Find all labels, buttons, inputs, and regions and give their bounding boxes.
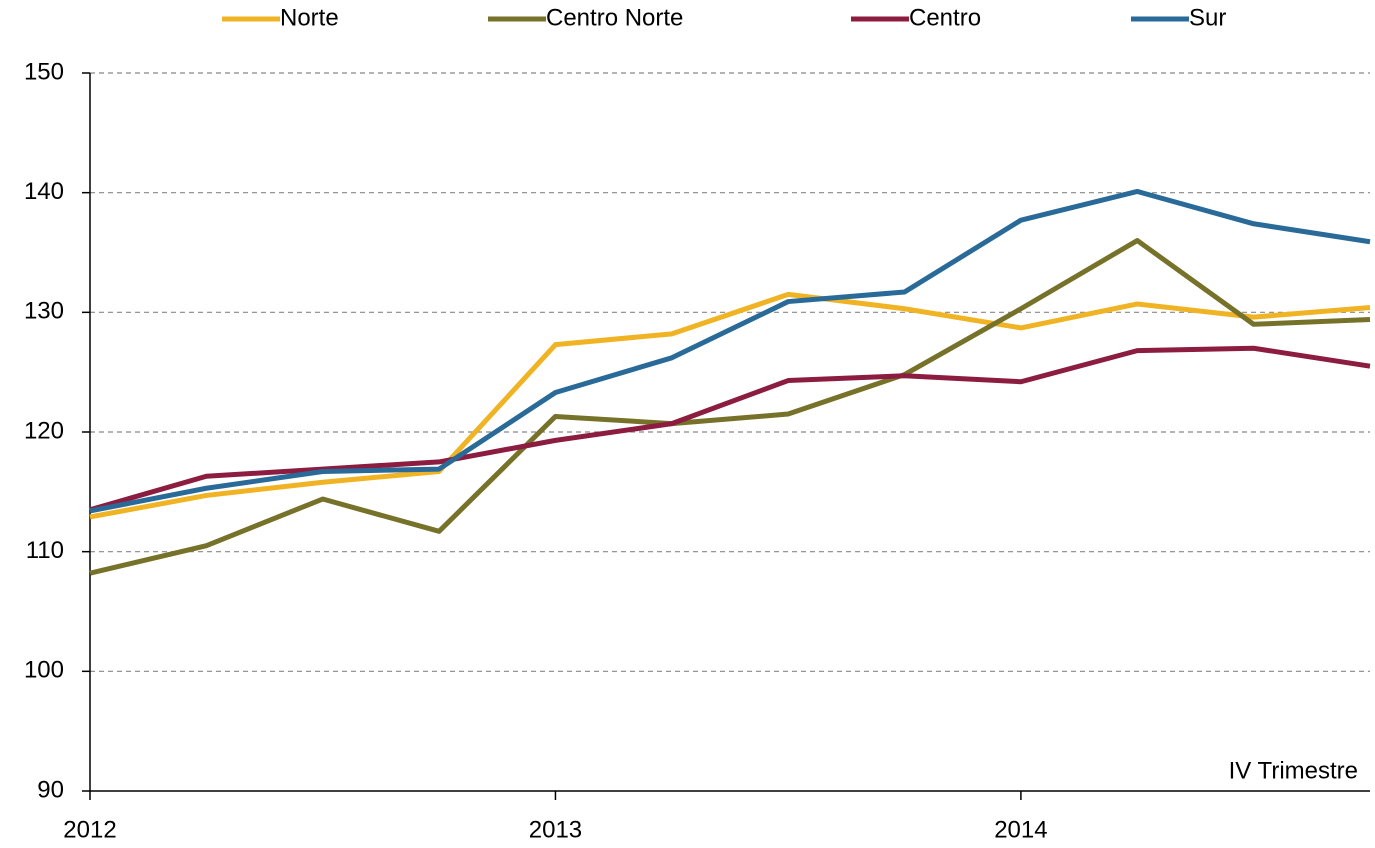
legend-label: Norte [280,4,339,31]
series-line [89,188,1371,514]
y-tick-label: 90 [37,776,64,803]
y-tick-label: 130 [24,298,64,325]
annotation: IV Trimestre [1229,757,1358,784]
legend-label: Sur [1189,4,1226,31]
y-tick-label: 110 [26,537,64,564]
legend-label: Centro [909,4,981,31]
series-line [89,345,1371,513]
y-tick-label: 150 [24,58,64,85]
legend-label: Centro Norte [546,4,683,31]
x-tick-label: 2012 [63,816,116,843]
y-tick-label: 120 [24,417,64,444]
x-tick-label: 2014 [994,816,1047,843]
y-tick-label: 140 [24,178,64,205]
series-line [89,291,1371,520]
series-line [89,238,1371,576]
y-tick-label: 100 [24,657,64,684]
x-tick-label: 2013 [529,816,582,843]
